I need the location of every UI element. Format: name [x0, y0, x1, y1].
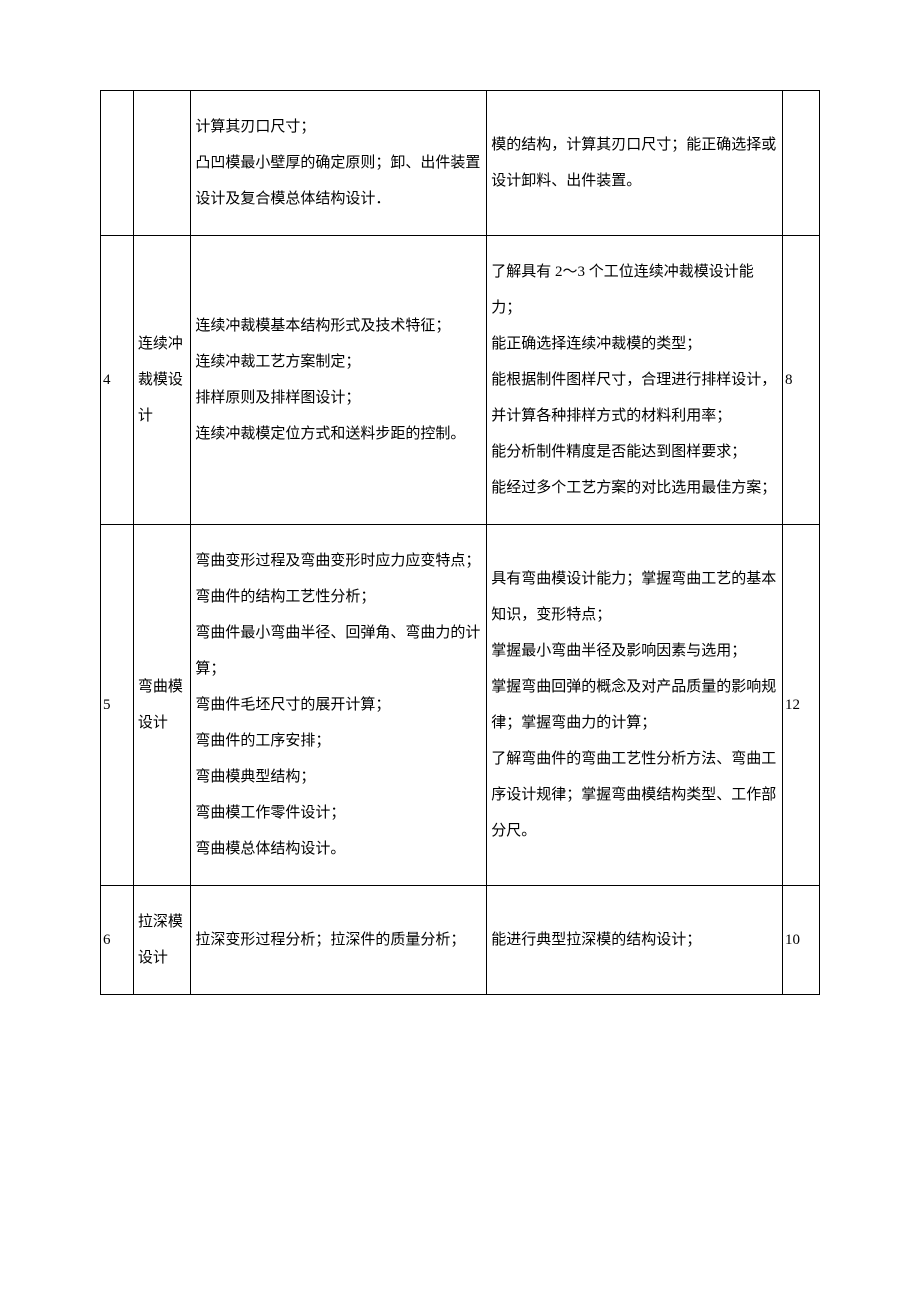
table-row: 5 弯曲模设计 弯曲变形过程及弯曲变形时应力应变特点；弯曲件的结构工艺性分析；弯…: [101, 525, 820, 886]
cell-hours: 12: [783, 525, 820, 886]
cell-hours: 8: [783, 236, 820, 525]
cell-num: [101, 91, 134, 236]
cell-num: 6: [101, 886, 134, 995]
table-row: 4 连续冲裁模设计 连续冲裁模基本结构形式及技术特征；连续冲裁工艺方案制定；排样…: [101, 236, 820, 525]
cell-ability: 具有弯曲模设计能力；掌握弯曲工艺的基本知识，变形特点；掌握最小弯曲半径及影响因素…: [487, 525, 783, 886]
cell-title: 拉深模设计: [133, 886, 191, 995]
cell-num: 4: [101, 236, 134, 525]
cell-title: 弯曲模设计: [133, 525, 191, 886]
cell-title: [133, 91, 191, 236]
cell-title: 连续冲裁模设计: [133, 236, 191, 525]
cell-content: 拉深变形过程分析；拉深件的质量分析；: [191, 886, 487, 995]
cell-hours: 10: [783, 886, 820, 995]
table-row: 6 拉深模设计 拉深变形过程分析；拉深件的质量分析； 能进行典型拉深模的结构设计…: [101, 886, 820, 995]
cell-content: 连续冲裁模基本结构形式及技术特征；连续冲裁工艺方案制定；排样原则及排样图设计；连…: [191, 236, 487, 525]
table-row: 计算其刃口尺寸；凸凹模最小壁厚的确定原则；卸、出件装置设计及复合模总体结构设计．…: [101, 91, 820, 236]
cell-hours: [783, 91, 820, 236]
cell-ability: 能进行典型拉深模的结构设计；: [487, 886, 783, 995]
cell-num: 5: [101, 525, 134, 886]
cell-ability: 了解具有 2～3 个工位连续冲裁模设计能力；能正确选择连续冲裁模的类型；能根据制…: [487, 236, 783, 525]
cell-ability: 模的结构，计算其刃口尺寸；能正确选择或设计卸料、出件装置。: [487, 91, 783, 236]
syllabus-table: 计算其刃口尺寸；凸凹模最小壁厚的确定原则；卸、出件装置设计及复合模总体结构设计．…: [100, 90, 820, 995]
cell-content: 弯曲变形过程及弯曲变形时应力应变特点；弯曲件的结构工艺性分析；弯曲件最小弯曲半径…: [191, 525, 487, 886]
cell-content: 计算其刃口尺寸；凸凹模最小壁厚的确定原则；卸、出件装置设计及复合模总体结构设计．: [191, 91, 487, 236]
